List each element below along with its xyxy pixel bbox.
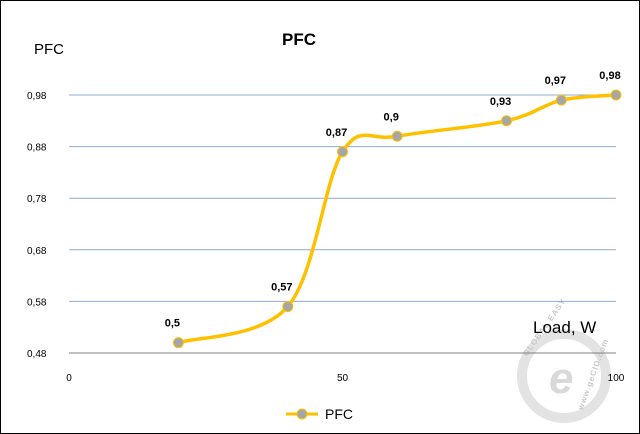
data-label: 0,87 [326, 127, 347, 139]
data-point [391, 130, 403, 142]
x-axis-label: Load, W [533, 318, 596, 337]
watermark-brand: e [549, 354, 573, 403]
x-tick-label: 50 [337, 373, 349, 384]
series-group [172, 89, 622, 349]
data-point [555, 94, 567, 106]
data-label: 0,5 [165, 318, 180, 330]
y-tick-labels: 0,48 0,58 0,68 0,78 0,88 0,98 [27, 91, 47, 360]
x-tick-labels: 0 50 100 [66, 373, 625, 384]
y-axis-label: PFC [34, 41, 64, 58]
data-point [282, 301, 294, 313]
watermark-logo: e GLOBAL EASY www.geCID.com [517, 296, 611, 423]
legend-marker [296, 408, 308, 420]
y-tick-label: 0,88 [27, 143, 47, 154]
y-tick-label: 0,68 [27, 246, 47, 257]
x-tick-label: 100 [608, 373, 625, 384]
legend: PFC [286, 406, 353, 422]
y-tick-label: 0,58 [27, 297, 47, 308]
grid-lines [69, 94, 616, 302]
data-label: 0,57 [271, 282, 292, 294]
data-label: 0,9 [384, 111, 399, 123]
y-tick-label: 0,48 [27, 349, 47, 360]
data-point [172, 337, 184, 349]
legend-label: PFC [325, 406, 353, 422]
data-label: 0,93 [490, 96, 511, 108]
data-label: 0,97 [545, 75, 566, 87]
data-labels: 0,5 0,57 0,87 0,9 0,93 0,97 0,98 [165, 70, 621, 330]
y-tick-label: 0,98 [27, 91, 47, 102]
chart-title: PFC [282, 30, 316, 49]
data-point [610, 89, 622, 101]
x-tick-label: 0 [66, 373, 72, 384]
data-point [501, 115, 513, 127]
y-tick-label: 0,78 [27, 194, 47, 205]
data-point [337, 146, 348, 158]
data-label: 0,98 [599, 70, 620, 82]
